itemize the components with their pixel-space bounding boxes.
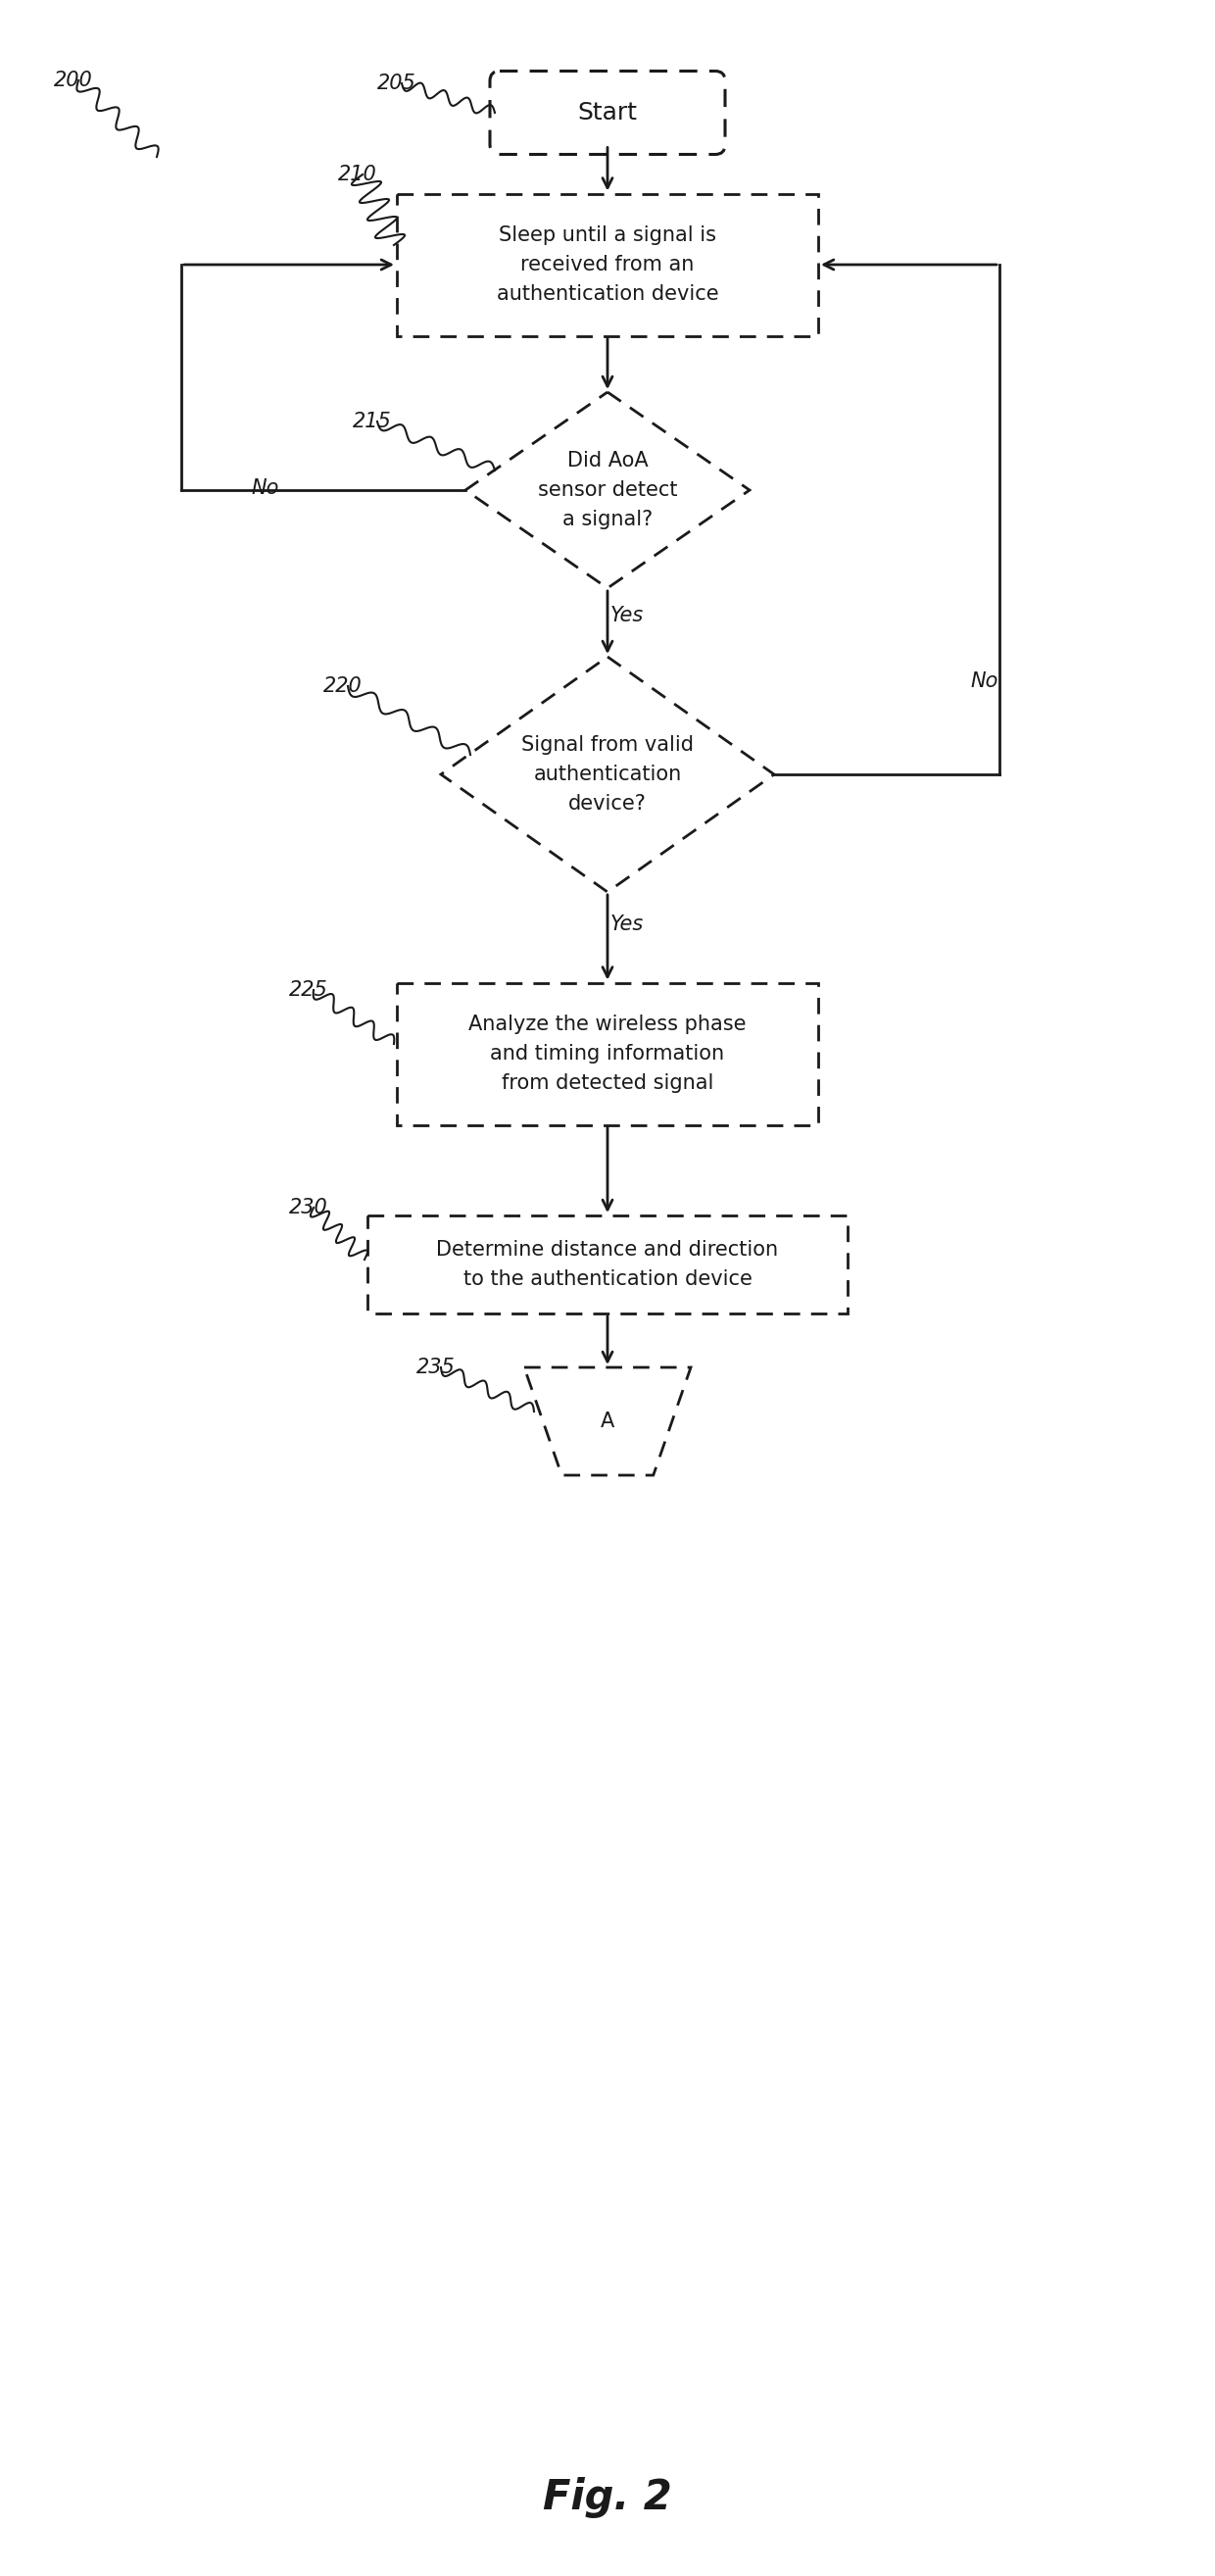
Text: A: A — [600, 1412, 615, 1432]
Text: Did AoA
sensor detect
a signal?: Did AoA sensor detect a signal? — [538, 451, 677, 528]
Polygon shape — [441, 657, 774, 891]
Text: Fig. 2: Fig. 2 — [543, 2478, 672, 2519]
Text: Analyze the wireless phase
and timing information
from detected signal: Analyze the wireless phase and timing in… — [469, 1015, 746, 1092]
Text: 220: 220 — [323, 677, 362, 696]
Text: 225: 225 — [289, 981, 328, 999]
Text: 235: 235 — [417, 1358, 456, 1378]
Bar — [397, 981, 818, 1126]
Text: Signal from valid
authentication
device?: Signal from valid authentication device? — [521, 737, 694, 814]
Bar — [367, 1216, 848, 1314]
Text: 230: 230 — [289, 1198, 328, 1218]
Text: Determine distance and direction
to the authentication device: Determine distance and direction to the … — [436, 1239, 779, 1288]
Text: 205: 205 — [377, 75, 417, 93]
Text: 215: 215 — [352, 412, 391, 430]
Bar — [397, 193, 818, 335]
FancyBboxPatch shape — [490, 72, 725, 155]
Polygon shape — [524, 1368, 691, 1476]
Text: No: No — [970, 672, 998, 690]
Polygon shape — [465, 392, 750, 587]
Text: 210: 210 — [338, 165, 377, 185]
Text: Yes: Yes — [610, 605, 644, 626]
Text: Sleep until a signal is
received from an
authentication device: Sleep until a signal is received from an… — [497, 227, 718, 304]
Text: Yes: Yes — [610, 914, 644, 935]
Text: Start: Start — [577, 100, 638, 124]
Text: No: No — [252, 479, 279, 497]
Text: 200: 200 — [53, 70, 92, 90]
